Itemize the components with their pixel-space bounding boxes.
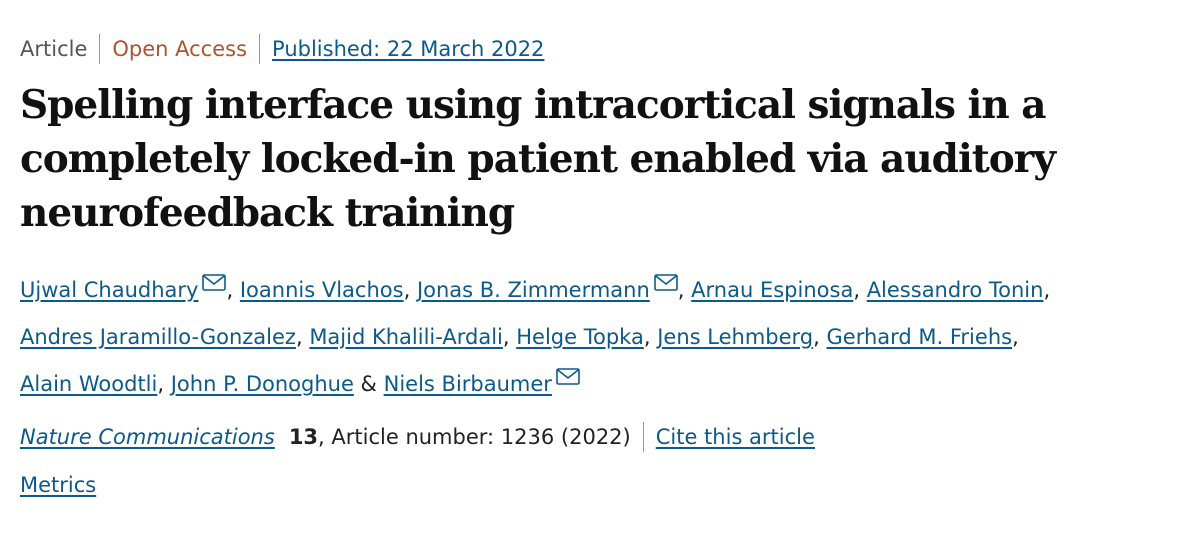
author-separator: ,: [677, 278, 685, 302]
article-number: , Article number: 1236 (2022): [318, 425, 631, 449]
author-link[interactable]: John P. Donoghue: [170, 372, 354, 396]
article-meta: Article Open Access Published: 22 March …: [20, 34, 1178, 64]
published-date-text: Published: 22 March 2022: [272, 37, 545, 61]
author-link[interactable]: Jens Lehmberg: [657, 325, 814, 349]
divider: [642, 422, 644, 452]
author-separator: ,: [502, 325, 510, 349]
author-separator: ,: [157, 372, 165, 396]
metrics-link[interactable]: Metrics: [20, 473, 97, 497]
author-link[interactable]: Alessandro Tonin: [866, 278, 1044, 302]
open-access-label: Open Access: [112, 37, 248, 61]
author-list: Ujwal Chaudhary, Ioannis Vlachos, Jonas …: [20, 267, 1150, 408]
author-entry: Ujwal Chaudhary,: [20, 274, 234, 302]
author-link[interactable]: Andres Jaramillo-Gonzalez: [20, 325, 296, 349]
author-link[interactable]: Niels Birbaumer: [383, 372, 552, 396]
author-separator: ,: [853, 278, 860, 302]
author-link[interactable]: Gerhard M. Friehs: [826, 325, 1013, 349]
author-entry: Niels Birbaumer: [383, 368, 580, 396]
author-separator: ,: [1043, 278, 1051, 302]
author-link[interactable]: Arnau Espinosa: [691, 278, 854, 302]
author-link[interactable]: Ujwal Chaudhary: [20, 278, 199, 302]
author-entry: Andres Jaramillo-Gonzalez,: [20, 325, 303, 349]
mail-icon[interactable]: [202, 274, 227, 291]
journal-link[interactable]: Nature Communications: [20, 425, 275, 449]
volume-number: 13: [288, 425, 319, 449]
author-entry: Gerhard M. Friehs,: [827, 325, 1019, 349]
author-entry: Alessandro Tonin,: [867, 278, 1050, 302]
author-separator: ,: [1012, 325, 1019, 349]
author-link[interactable]: Alain Woodtli: [20, 372, 158, 396]
author-entry: Majid Khalili-Ardali,: [309, 325, 509, 349]
author-entry: John P. Donoghue: [171, 372, 354, 396]
author-ampersand: &: [360, 372, 377, 396]
divider: [99, 34, 101, 64]
author-entry: Arnau Espinosa,: [691, 278, 860, 302]
author-entry: Jens Lehmberg,: [657, 325, 820, 349]
author-separator: ,: [295, 325, 303, 349]
author-entry: Alain Woodtli,: [20, 372, 164, 396]
mail-icon[interactable]: [556, 368, 580, 385]
author-separator: ,: [643, 325, 651, 349]
author-separator: ,: [813, 325, 820, 349]
author-link[interactable]: Majid Khalili-Ardali: [309, 325, 503, 349]
author-link[interactable]: Ioannis Vlachos: [239, 278, 404, 302]
mail-icon[interactable]: [653, 274, 678, 291]
published-date-link[interactable]: Published: 22 March 2022: [272, 34, 544, 64]
author-link[interactable]: Jonas B. Zimmermann: [416, 278, 650, 302]
author-link[interactable]: Helge Topka: [516, 325, 644, 349]
author-separator: ,: [226, 278, 234, 302]
author-entry: Jonas B. Zimmermann,: [416, 274, 685, 302]
author-entry: Ioannis Vlachos,: [240, 278, 410, 302]
divider: [259, 34, 261, 64]
metrics-row: Metrics: [20, 470, 1178, 500]
article-title: Spelling interface using intracortical s…: [20, 82, 1056, 236]
cite-this-article-link[interactable]: Cite this article: [655, 425, 815, 449]
article-type: Article: [20, 37, 88, 61]
author-separator: ,: [403, 278, 411, 302]
citation-row: Nature Communications 13 , Article numbe…: [20, 420, 1178, 454]
author-entry: Helge Topka,: [516, 325, 650, 349]
